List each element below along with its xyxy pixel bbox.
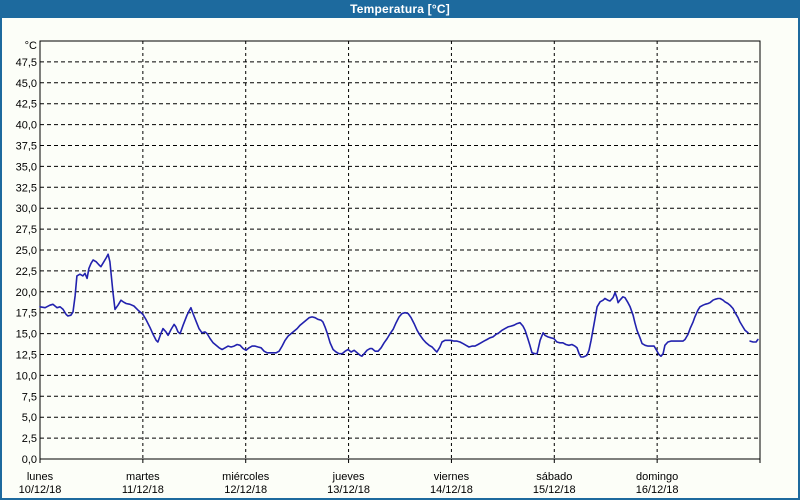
- y-tick-label: 5,0: [22, 412, 37, 424]
- x-date-label: 11/12/18: [122, 484, 164, 496]
- y-tick-label: 20,0: [16, 287, 37, 299]
- temperature-line: [39, 253, 749, 358]
- x-date-label: 12/12/18: [224, 484, 267, 496]
- y-tick-label: 37,5: [16, 141, 37, 153]
- y-tick-label: 22,5: [16, 266, 37, 278]
- y-tick-label: 12,5: [16, 350, 37, 362]
- y-tick-label: 17,5: [16, 308, 37, 320]
- y-tick-label: 32,5: [16, 182, 37, 194]
- plot-frame: [39, 40, 761, 460]
- y-tick-label: 47,5: [16, 57, 37, 69]
- x-date-label: 15/12/18: [533, 484, 576, 496]
- x-day-label: jueves: [332, 471, 365, 483]
- window-title: Temperatura [°C]: [350, 2, 450, 16]
- x-date-label: 10/12/18: [19, 484, 62, 496]
- y-tick-label: 2,5: [22, 433, 37, 445]
- y-tick-label: 10,0: [16, 370, 37, 382]
- window-title-bar: Temperatura [°C]: [0, 0, 800, 18]
- x-day-label: viernes: [434, 471, 470, 483]
- x-day-label: sábado: [536, 471, 572, 483]
- y-tick-label: 45,0: [16, 78, 37, 90]
- x-day-label: miércoles: [222, 471, 270, 483]
- temperature-line: [749, 338, 759, 343]
- y-tick-label: 27,5: [16, 224, 37, 236]
- y-tick-label: 0,0: [22, 454, 37, 466]
- x-date-label: 13/12/18: [327, 484, 370, 496]
- y-tick-label: 25,0: [16, 245, 37, 257]
- x-date-label: 14/12/18: [430, 484, 473, 496]
- x-day-label: domingo: [636, 471, 678, 483]
- y-tick-label: 30,0: [16, 203, 37, 215]
- x-date-label: 16/12/18: [636, 484, 679, 496]
- x-day-label: martes: [126, 471, 160, 483]
- y-axis-unit-label: °C: [25, 40, 37, 52]
- y-tick-label: 7,5: [22, 391, 37, 403]
- y-tick-label: 42,5: [16, 99, 37, 111]
- x-day-label: lunes: [27, 471, 54, 483]
- y-tick-label: 15,0: [16, 329, 37, 341]
- y-tick-label: 35,0: [16, 161, 37, 173]
- y-tick-label: 40,0: [16, 120, 37, 132]
